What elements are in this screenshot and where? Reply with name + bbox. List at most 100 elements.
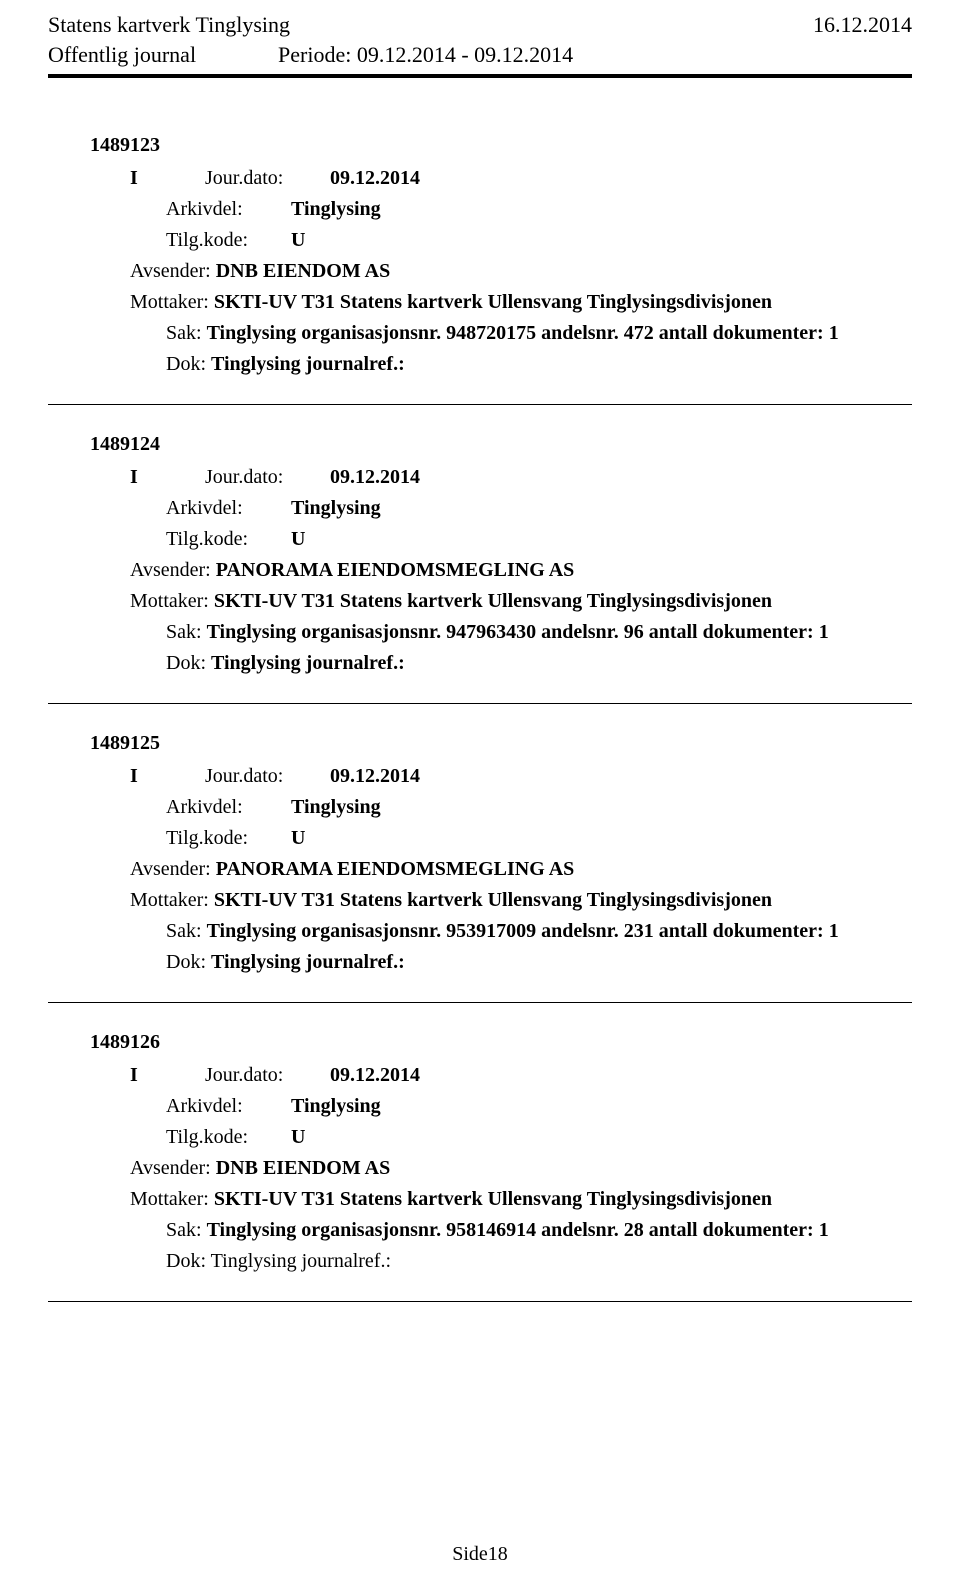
avsender-value: PANORAMA EIENDOMSMEGLING AS [216, 858, 575, 880]
entry-tilgkode-line: Tilg.kode: U [166, 528, 912, 551]
entry-dok-line: Dok: Tinglysing journalref.: [166, 951, 912, 974]
entry-io: I [130, 765, 200, 788]
avsender-label: Avsender: [130, 260, 211, 283]
avsender-label: Avsender: [130, 1157, 211, 1180]
sak-value: Tinglysing organisasjonsnr. 948720175 an… [207, 322, 839, 344]
tilgkode-label: Tilg.kode: [166, 1126, 286, 1149]
jourdato-value: 09.12.2014 [330, 765, 420, 787]
avsender-value: PANORAMA EIENDOMSMEGLING AS [216, 559, 575, 581]
journal-entry: 1489126 I Jour.dato: 09.12.2014 Arkivdel… [48, 1031, 912, 1273]
arkivdel-value: Tinglysing [291, 1095, 381, 1117]
arkivdel-label: Arkivdel: [166, 497, 286, 520]
sak-label: Sak: [166, 1219, 202, 1242]
entry-arkivdel-line: Arkivdel: Tinglysing [166, 1095, 912, 1118]
entry-io: I [130, 1064, 200, 1087]
entry-separator [48, 404, 912, 405]
sak-label: Sak: [166, 920, 202, 943]
entry-id: 1489125 [90, 732, 912, 755]
entry-arkivdel-line: Arkivdel: Tinglysing [166, 796, 912, 819]
mottaker-label: Mottaker: [130, 889, 209, 912]
entry-avsender-line: Avsender: PANORAMA EIENDOMSMEGLING AS [130, 858, 912, 881]
sak-value: Tinglysing organisasjonsnr. 958146914 an… [207, 1219, 829, 1241]
page-footer: Side18 [0, 1543, 960, 1566]
entry-jourdato-line: I Jour.dato: 09.12.2014 [130, 167, 912, 190]
entry-avsender-line: Avsender: DNB EIENDOM AS [130, 1157, 912, 1180]
journal-label: Offentlig journal [48, 42, 278, 68]
entry-mottaker-line: Mottaker: SKTI-UV T31 Statens kartverk U… [130, 590, 912, 613]
avsender-label: Avsender: [130, 559, 211, 582]
jourdato-label: Jour.dato: [205, 765, 325, 788]
sak-value: Tinglysing organisasjonsnr. 953917009 an… [207, 920, 839, 942]
entry-sak-line: Sak: Tinglysing organisasjonsnr. 9539170… [166, 920, 912, 943]
entry-mottaker-line: Mottaker: SKTI-UV T31 Statens kartverk U… [130, 1188, 912, 1211]
entry-separator [48, 703, 912, 704]
entry-tilgkode-line: Tilg.kode: U [166, 229, 912, 252]
jourdato-label: Jour.dato: [205, 1064, 325, 1087]
mottaker-value: SKTI-UV T31 Statens kartverk Ullensvang … [214, 590, 772, 612]
dok-label: Dok: [166, 353, 206, 376]
tilgkode-value: U [291, 229, 305, 251]
avsender-value: DNB EIENDOM AS [216, 260, 390, 282]
jourdato-value: 09.12.2014 [330, 466, 420, 488]
entry-jourdato-line: I Jour.dato: 09.12.2014 [130, 765, 912, 788]
dok-label: Dok: [166, 1250, 206, 1273]
tilgkode-value: U [291, 528, 305, 550]
dok-value: Tinglysing journalref.: [211, 652, 405, 674]
tilgkode-value: U [291, 827, 305, 849]
dok-value: Tinglysing journalref.: [211, 353, 405, 375]
mottaker-value: SKTI-UV T31 Statens kartverk Ullensvang … [214, 291, 772, 313]
entry-id: 1489123 [90, 134, 912, 157]
entry-dok-line: Dok: Tinglysing journalref.: [166, 353, 912, 376]
header-row: Statens kartverk Tinglysing 16.12.2014 [48, 12, 912, 38]
arkivdel-label: Arkivdel: [166, 796, 286, 819]
header-date: 16.12.2014 [813, 12, 912, 38]
sak-label: Sak: [166, 621, 202, 644]
entry-jourdato-line: I Jour.dato: 09.12.2014 [130, 466, 912, 489]
mottaker-label: Mottaker: [130, 590, 209, 613]
arkivdel-value: Tinglysing [291, 796, 381, 818]
arkivdel-value: Tinglysing [291, 497, 381, 519]
arkivdel-label: Arkivdel: [166, 198, 286, 221]
header-org: Statens kartverk Tinglysing [48, 12, 290, 38]
arkivdel-label: Arkivdel: [166, 1095, 286, 1118]
sak-value: Tinglysing organisasjonsnr. 947963430 an… [207, 621, 829, 643]
sak-label: Sak: [166, 322, 202, 345]
entry-dok-line: Dok: Tinglysing journalref.: [166, 1250, 912, 1273]
dok-value: Tinglysing journalref.: [211, 1250, 391, 1272]
header-rule [48, 74, 912, 78]
journal-entry: 1489125 I Jour.dato: 09.12.2014 Arkivdel… [48, 732, 912, 974]
entry-tilgkode-line: Tilg.kode: U [166, 827, 912, 850]
entry-mottaker-line: Mottaker: SKTI-UV T31 Statens kartverk U… [130, 291, 912, 314]
entry-avsender-line: Avsender: DNB EIENDOM AS [130, 260, 912, 283]
entry-separator [48, 1301, 912, 1302]
mottaker-label: Mottaker: [130, 1188, 209, 1211]
entry-avsender-line: Avsender: PANORAMA EIENDOMSMEGLING AS [130, 559, 912, 582]
dok-value: Tinglysing journalref.: [211, 951, 405, 973]
journal-entry: 1489124 I Jour.dato: 09.12.2014 Arkivdel… [48, 433, 912, 675]
entry-arkivdel-line: Arkivdel: Tinglysing [166, 198, 912, 221]
tilgkode-label: Tilg.kode: [166, 827, 286, 850]
journal-entry: 1489123 I Jour.dato: 09.12.2014 Arkivdel… [48, 134, 912, 376]
arkivdel-value: Tinglysing [291, 198, 381, 220]
entry-sak-line: Sak: Tinglysing organisasjonsnr. 9487201… [166, 322, 912, 345]
jourdato-label: Jour.dato: [205, 167, 325, 190]
mottaker-label: Mottaker: [130, 291, 209, 314]
entry-tilgkode-line: Tilg.kode: U [166, 1126, 912, 1149]
entry-io: I [130, 167, 200, 190]
entry-separator [48, 1002, 912, 1003]
avsender-value: DNB EIENDOM AS [216, 1157, 390, 1179]
jourdato-value: 09.12.2014 [330, 167, 420, 189]
entry-dok-line: Dok: Tinglysing journalref.: [166, 652, 912, 675]
subheader-row: Offentlig journal Periode: 09.12.2014 - … [48, 42, 912, 68]
dok-label: Dok: [166, 951, 206, 974]
entry-arkivdel-line: Arkivdel: Tinglysing [166, 497, 912, 520]
avsender-label: Avsender: [130, 858, 211, 881]
page: Statens kartverk Tinglysing 16.12.2014 O… [0, 0, 960, 1302]
period-label: Periode: 09.12.2014 - 09.12.2014 [278, 42, 573, 68]
mottaker-value: SKTI-UV T31 Statens kartverk Ullensvang … [214, 1188, 772, 1210]
entry-sak-line: Sak: Tinglysing organisasjonsnr. 9581469… [166, 1219, 912, 1242]
tilgkode-label: Tilg.kode: [166, 229, 286, 252]
entry-id: 1489124 [90, 433, 912, 456]
jourdato-value: 09.12.2014 [330, 1064, 420, 1086]
entry-sak-line: Sak: Tinglysing organisasjonsnr. 9479634… [166, 621, 912, 644]
